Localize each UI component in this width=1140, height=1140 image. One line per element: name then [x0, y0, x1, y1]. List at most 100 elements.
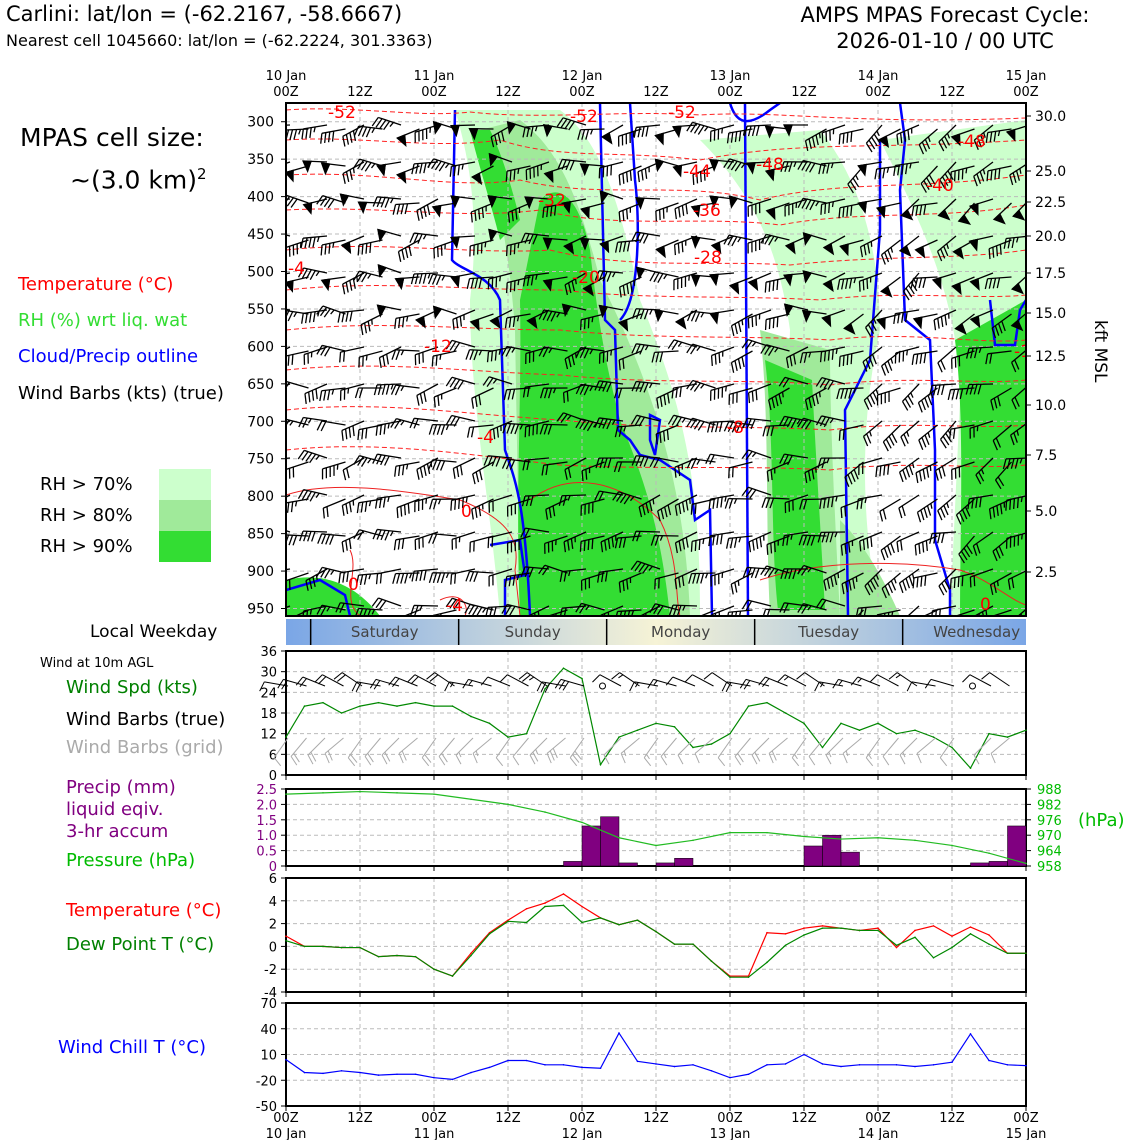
wind10-barb-grid [569, 737, 585, 767]
barb-half [891, 611, 894, 616]
wind-speed-line-point [636, 729, 639, 732]
barb-full [528, 352, 531, 363]
dewpoint-line-point [359, 946, 361, 949]
barb-full [780, 568, 785, 580]
barb-full [880, 393, 883, 405]
barb-full [659, 351, 664, 363]
pressure-line-point [988, 852, 990, 854]
barb-full [787, 455, 793, 466]
barb-full [265, 430, 272, 440]
barb-staff [286, 498, 309, 504]
barb-full [357, 159, 364, 170]
barb-full [510, 541, 513, 553]
barb-full [397, 251, 402, 262]
xs-wind-barb [377, 264, 402, 278]
barb-half [390, 197, 394, 204]
wind10-barb-grid [364, 737, 381, 766]
barb-full [836, 388, 841, 400]
xs-wind-barb [898, 494, 920, 519]
xs-wind-barb [950, 165, 975, 183]
panel-ytick-label: -20 [256, 1074, 277, 1089]
barb-full [586, 421, 594, 432]
xs-wind-barb [728, 461, 753, 479]
barb-half [427, 273, 431, 279]
barb-full [697, 125, 705, 135]
barb-full [529, 168, 532, 179]
barb-half [590, 129, 594, 135]
barb-full [804, 399, 809, 411]
xs-wind-barb [912, 313, 938, 330]
barb-full [694, 753, 700, 764]
xs-wind-barb [947, 387, 975, 401]
barb-full [922, 469, 926, 480]
barb-full [288, 468, 291, 479]
xs-wind-barb [742, 566, 772, 579]
barb-full [705, 453, 711, 464]
barb-full [308, 578, 313, 589]
xs-wind-barb [617, 128, 642, 147]
barb-full [444, 681, 450, 692]
barb-staff [286, 461, 309, 471]
barb-full [867, 243, 871, 254]
pressure-line-point [914, 839, 916, 842]
xs-wind-barb [723, 234, 753, 247]
tlabel-20: 0 [980, 595, 991, 615]
dewpoint-line-point [285, 939, 287, 942]
barb-full [760, 565, 768, 576]
barb-full [414, 354, 417, 366]
barb-half [733, 198, 738, 204]
barb-full [575, 384, 582, 395]
barb-full [553, 205, 557, 216]
barb-flag [320, 278, 331, 292]
barb-full [949, 578, 952, 589]
barb-full [751, 205, 753, 216]
barb-full [952, 428, 956, 439]
barb-half [927, 432, 931, 438]
wind10-caption: Wind at 10m AGL [40, 656, 154, 671]
barb-full [355, 574, 360, 586]
barb-full [414, 132, 416, 143]
barb-half [722, 351, 724, 357]
barb-full [532, 351, 535, 362]
barb-half [721, 572, 724, 578]
barb-full [341, 311, 345, 323]
barb-full [718, 352, 721, 364]
barb-full [667, 393, 670, 404]
barb-full [512, 575, 516, 586]
panel-ytick-label: 2.5 [256, 783, 277, 798]
wind10-barb-grid [734, 737, 751, 766]
barb-full [268, 168, 274, 178]
barb-full [838, 207, 841, 219]
barb-half [853, 388, 857, 394]
barb-half [441, 394, 443, 400]
barb-full [288, 246, 291, 257]
barb-full [450, 500, 453, 511]
barb-full [926, 505, 932, 516]
barb-half [648, 382, 653, 389]
wind10-barb-grid [808, 737, 825, 766]
wind10-barb-true [369, 678, 400, 690]
barb-full [741, 356, 745, 368]
top-date-label: 11 Jan [414, 69, 455, 84]
barb-full [815, 415, 823, 426]
xs-wind-barb [466, 424, 494, 438]
barb-half [465, 496, 468, 503]
barb-full [381, 384, 386, 395]
xs-wind-barb [428, 423, 457, 435]
barb-full [799, 499, 804, 510]
xs-wind-barb [728, 387, 753, 405]
barb-flag [765, 207, 776, 221]
legend-rh80-swatch [159, 500, 211, 531]
xs-wind-barb [858, 272, 883, 292]
barb-staff [895, 346, 920, 354]
xs-wind-barb [545, 498, 568, 520]
barb-full [686, 458, 693, 469]
barb-full [824, 203, 827, 214]
barb-half [381, 231, 387, 237]
xs-wind-barb [559, 568, 587, 583]
wind-speed-line-point [599, 763, 602, 766]
xs-wind-barb [631, 231, 661, 244]
xs-wind-barb [286, 165, 309, 183]
barb-full [323, 390, 327, 401]
barb-full [307, 531, 312, 542]
